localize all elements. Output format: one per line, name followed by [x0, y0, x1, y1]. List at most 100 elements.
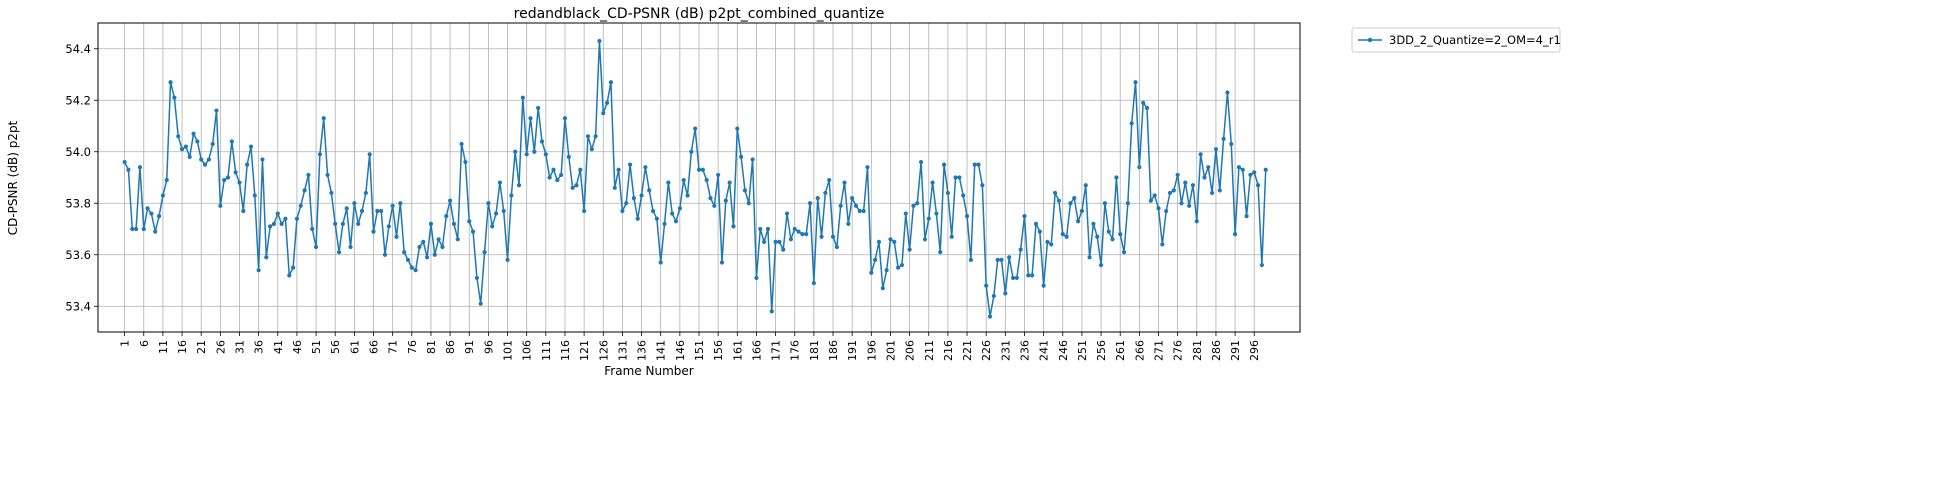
- data-point: [662, 221, 667, 226]
- data-point: [1171, 188, 1176, 193]
- data-point: [134, 226, 139, 232]
- data-point: [1114, 175, 1119, 180]
- data-point: [478, 301, 483, 306]
- data-point: [482, 250, 487, 255]
- data-point: [1076, 219, 1081, 224]
- data-point: [539, 139, 545, 144]
- data-point: [857, 208, 862, 214]
- data-point: [666, 180, 671, 185]
- data-point: [1079, 208, 1085, 214]
- data-point: [1087, 255, 1092, 260]
- data-point: [440, 244, 445, 250]
- data-point: [1060, 232, 1065, 237]
- data-point: [869, 270, 874, 275]
- data-point: [164, 177, 169, 183]
- x-tick-label: 171: [770, 340, 783, 361]
- data-point: [1033, 221, 1039, 226]
- data-point: [1118, 232, 1123, 237]
- data-point: [1045, 239, 1050, 244]
- data-point: [551, 167, 556, 172]
- data-point: [899, 262, 905, 268]
- data-point: [987, 314, 993, 319]
- data-point: [612, 185, 617, 190]
- data-point: [1183, 180, 1188, 185]
- data-point: [811, 280, 816, 286]
- data-point: [907, 247, 912, 252]
- data-point: [804, 232, 809, 237]
- data-point: [191, 131, 196, 136]
- legend-label: 3DD_2_Quantize=2_OM=4_r1: [1389, 33, 1561, 47]
- data-point: [1056, 198, 1062, 203]
- data-point: [589, 147, 594, 152]
- x-tick-label: 51: [310, 340, 323, 354]
- data-point: [555, 177, 560, 183]
- data-point: [516, 183, 522, 188]
- data-point: [371, 229, 376, 234]
- data-point: [991, 293, 996, 299]
- data-point: [160, 193, 166, 198]
- data-point: [773, 239, 778, 244]
- data-point: [298, 203, 303, 208]
- data-point: [938, 250, 943, 255]
- data-point: [398, 201, 403, 206]
- x-tick-label: 76: [406, 340, 419, 354]
- data-point: [509, 193, 514, 198]
- data-point: [1141, 100, 1146, 105]
- data-point: [911, 203, 916, 208]
- x-tick-label: 276: [1172, 340, 1185, 361]
- series-layer: [122, 38, 1268, 319]
- data-point: [559, 172, 564, 178]
- data-point: [888, 237, 893, 242]
- data-point: [490, 224, 495, 229]
- data-point: [999, 257, 1004, 262]
- data-point: [1179, 201, 1184, 206]
- data-point: [436, 237, 441, 242]
- x-tick-label: 151: [693, 340, 706, 361]
- data-point: [1049, 242, 1054, 247]
- data-point: [237, 180, 242, 185]
- data-point: [769, 309, 774, 314]
- data-point: [566, 154, 571, 159]
- data-point: [402, 250, 407, 255]
- data-point: [210, 141, 215, 147]
- data-point: [834, 244, 839, 250]
- data-point: [271, 221, 277, 226]
- x-tick-label: 141: [655, 340, 668, 361]
- data-point: [126, 167, 131, 172]
- data-point: [585, 134, 591, 139]
- x-tick-label: 61: [348, 340, 361, 354]
- x-tick-label: 91: [463, 340, 476, 354]
- data-point: [934, 211, 939, 216]
- data-point: [719, 260, 725, 265]
- data-point: [861, 208, 866, 214]
- data-point: [884, 268, 889, 273]
- data-point: [1156, 206, 1161, 211]
- data-point: [1091, 221, 1096, 226]
- data-point: [1194, 219, 1199, 224]
- data-point: [788, 237, 794, 242]
- data-point: [762, 239, 767, 244]
- data-point: [727, 180, 732, 185]
- data-point: [1098, 262, 1104, 268]
- data-point: [130, 226, 135, 232]
- data-point: [635, 216, 640, 221]
- data-point: [333, 221, 338, 226]
- data-point: [1187, 203, 1192, 208]
- y-tick-label: 54.4: [65, 42, 91, 56]
- x-tick-label: 281: [1191, 340, 1204, 361]
- data-point: [1010, 275, 1016, 281]
- data-point: [451, 221, 457, 226]
- data-point: [363, 190, 368, 196]
- data-point: [593, 134, 598, 139]
- data-point: [892, 239, 897, 244]
- data-point: [689, 149, 694, 154]
- data-point: [405, 257, 411, 262]
- x-tick-label: 146: [674, 340, 687, 361]
- data-point: [348, 244, 353, 250]
- data-point: [1225, 90, 1230, 95]
- x-tick-label: 201: [884, 340, 897, 361]
- data-point: [310, 226, 315, 232]
- data-point: [543, 152, 548, 157]
- x-tick-label: 121: [578, 340, 591, 361]
